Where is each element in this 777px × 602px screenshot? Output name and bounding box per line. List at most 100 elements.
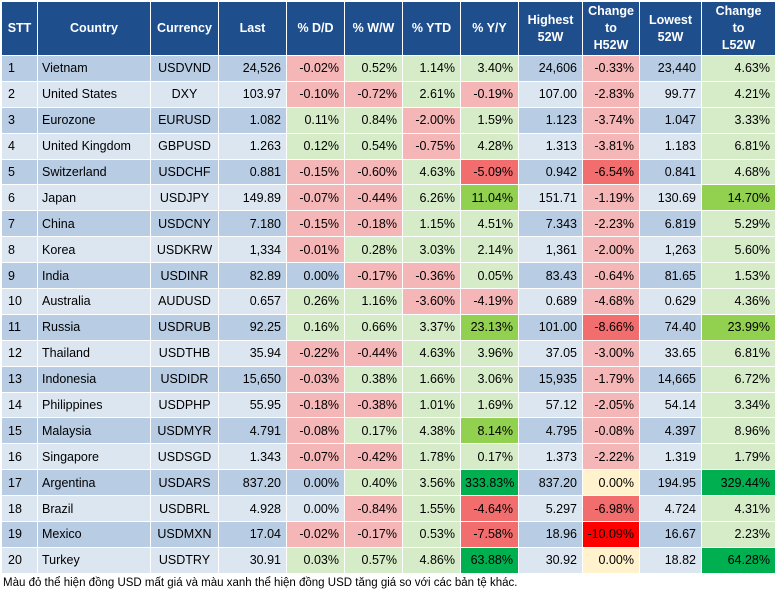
- table-row: 12 Thailand USDTHB 35.94 -0.22% -0.44% 4.63% 3.…: [1, 339, 776, 367]
- cell-country: Korea: [37, 236, 151, 264]
- cell-highest-52w: 18.96: [518, 521, 583, 548]
- cell-pct-ytd: 1.14%: [402, 55, 461, 82]
- cell-change-to-h52w: -3.74%: [582, 106, 640, 134]
- cell-change-to-h52w: -4.68%: [582, 288, 640, 315]
- cell-lowest-52w: 14,665: [639, 365, 702, 393]
- cell-pct-ww: 0.38%: [344, 365, 403, 393]
- header-highest-52w: Highest 52W: [518, 1, 583, 56]
- cell-change-to-h52w: -3.00%: [582, 339, 640, 367]
- cell-currency: DXY: [150, 80, 219, 108]
- cell-pct-ytd: 4.86%: [402, 546, 461, 574]
- cell-last: 4.791: [218, 417, 287, 445]
- cell-highest-52w: 7.343: [518, 210, 583, 238]
- cell-highest-52w: 0.942: [518, 158, 583, 186]
- header-currency: Currency: [150, 1, 219, 56]
- cell-highest-52w: 107.00: [518, 80, 583, 108]
- cell-pct-yy: 63.88%: [460, 546, 519, 574]
- cell-change-to-h52w: 0.00%: [582, 469, 640, 497]
- cell-pct-dd: -0.03%: [286, 365, 345, 393]
- cell-pct-dd: 0.26%: [286, 288, 345, 315]
- cell-pct-yy: -4.64%: [460, 495, 519, 523]
- cell-change-to-l52w: 5.60%: [701, 236, 776, 264]
- table-row: 19 Mexico USDMXN 17.04 -0.02% -0.17% 0.53% -7.5…: [1, 521, 776, 548]
- cell-highest-52w: 15,935: [518, 365, 583, 393]
- cell-pct-ww: -0.17%: [344, 521, 403, 548]
- cell-change-to-h52w: -2.05%: [582, 391, 640, 419]
- cell-lowest-52w: 0.629: [639, 288, 702, 315]
- cell-pct-ww: 0.84%: [344, 106, 403, 134]
- header-pct-ww: % W/W: [344, 1, 403, 56]
- cell-currency: USDCHF: [150, 158, 219, 186]
- header-row: STT Country Currency Last% D/D% W/W% YTD% Y…: [1, 1, 776, 56]
- cell-highest-52w: 83.43: [518, 262, 583, 290]
- cell-lowest-52w: 74.40: [639, 313, 702, 341]
- cell-country: Vietnam: [37, 55, 151, 82]
- cell-country: Eurozone: [37, 106, 151, 134]
- cell-last: 35.94: [218, 339, 287, 367]
- header-pct-yy: % Y/Y: [460, 1, 519, 56]
- cell-currency: GBPUSD: [150, 132, 219, 160]
- cell-change-to-h52w: -0.08%: [582, 417, 640, 445]
- cell-currency: USDJPY: [150, 184, 219, 212]
- cell-change-to-h52w: -2.83%: [582, 80, 640, 108]
- cell-highest-52w: 5.297: [518, 495, 583, 523]
- cell-change-to-h52w: -8.66%: [582, 313, 640, 341]
- cell-pct-ww: -0.84%: [344, 495, 403, 523]
- cell-stt: 15: [1, 417, 38, 445]
- cell-pct-yy: 0.17%: [460, 443, 519, 471]
- cell-pct-ww: 0.40%: [344, 469, 403, 497]
- cell-currency: USDSGD: [150, 443, 219, 471]
- table-row: 6 Japan USDJPY 149.89 -0.07% -0.44% 6.26% 11.04…: [1, 184, 776, 212]
- cell-pct-ytd: -0.75%: [402, 132, 461, 160]
- cell-stt: 19: [1, 521, 38, 548]
- cell-pct-yy: -4.19%: [460, 288, 519, 315]
- cell-change-to-h52w: -2.22%: [582, 443, 640, 471]
- cell-change-to-l52w: 6.72%: [701, 365, 776, 393]
- cell-pct-ytd: 2.61%: [402, 80, 461, 108]
- cell-pct-dd: -0.07%: [286, 184, 345, 212]
- cell-pct-ww: 0.66%: [344, 313, 403, 341]
- cell-highest-52w: 57.12: [518, 391, 583, 419]
- cell-country: Mexico: [37, 521, 151, 548]
- cell-stt: 13: [1, 365, 38, 393]
- cell-change-to-l52w: 4.68%: [701, 158, 776, 186]
- cell-stt: 14: [1, 391, 38, 419]
- cell-currency: USDARS: [150, 469, 219, 497]
- cell-currency: USDMYR: [150, 417, 219, 445]
- cell-change-to-h52w: -6.98%: [582, 495, 640, 523]
- cell-last: 1.082: [218, 106, 287, 134]
- cell-pct-ww: -0.18%: [344, 210, 403, 238]
- cell-change-to-l52w: 64.28%: [701, 546, 776, 574]
- cell-highest-52w: 1.123: [518, 106, 583, 134]
- table-row: 4 United Kingdom GBPUSD 1.263 0.12% 0.54% -0.7…: [1, 132, 776, 160]
- cell-pct-dd: 0.16%: [286, 313, 345, 341]
- cell-highest-52w: 101.00: [518, 313, 583, 341]
- cell-pct-ww: -0.38%: [344, 391, 403, 419]
- cell-pct-dd: -0.15%: [286, 210, 345, 238]
- cell-country: Brazil: [37, 495, 151, 523]
- cell-stt: 7: [1, 210, 38, 238]
- cell-pct-ww: -0.44%: [344, 339, 403, 367]
- cell-pct-ww: 0.52%: [344, 55, 403, 82]
- cell-change-to-l52w: 6.81%: [701, 339, 776, 367]
- cell-change-to-l52w: 3.34%: [701, 391, 776, 419]
- cell-pct-dd: 0.00%: [286, 495, 345, 523]
- table-body: 1 Vietnam USDVND 24,526 -0.02% 0.52% 1.14% 3.40…: [1, 55, 776, 574]
- cell-last: 24,526: [218, 55, 287, 82]
- cell-pct-ww: -0.60%: [344, 158, 403, 186]
- cell-pct-ytd: 4.63%: [402, 158, 461, 186]
- cell-stt: 4: [1, 132, 38, 160]
- cell-pct-yy: 0.05%: [460, 262, 519, 290]
- cell-stt: 3: [1, 106, 38, 134]
- header-pct-dd: % D/D: [286, 1, 345, 56]
- footnote: Màu đỏ thể hiện đồng USD mất giá và màu …: [3, 577, 518, 589]
- table-row: 9 India USDINR 82.89 0.00% -0.17% -0.36% 0.05% 8…: [1, 262, 776, 290]
- cell-highest-52w: 1.373: [518, 443, 583, 471]
- cell-change-to-h52w: -0.64%: [582, 262, 640, 290]
- cell-pct-yy: 1.69%: [460, 391, 519, 419]
- cell-change-to-l52w: 4.36%: [701, 288, 776, 315]
- cell-pct-dd: 0.00%: [286, 469, 345, 497]
- cell-country: Singapore: [37, 443, 151, 471]
- cell-change-to-h52w: -2.23%: [582, 210, 640, 238]
- cell-pct-ww: -0.44%: [344, 184, 403, 212]
